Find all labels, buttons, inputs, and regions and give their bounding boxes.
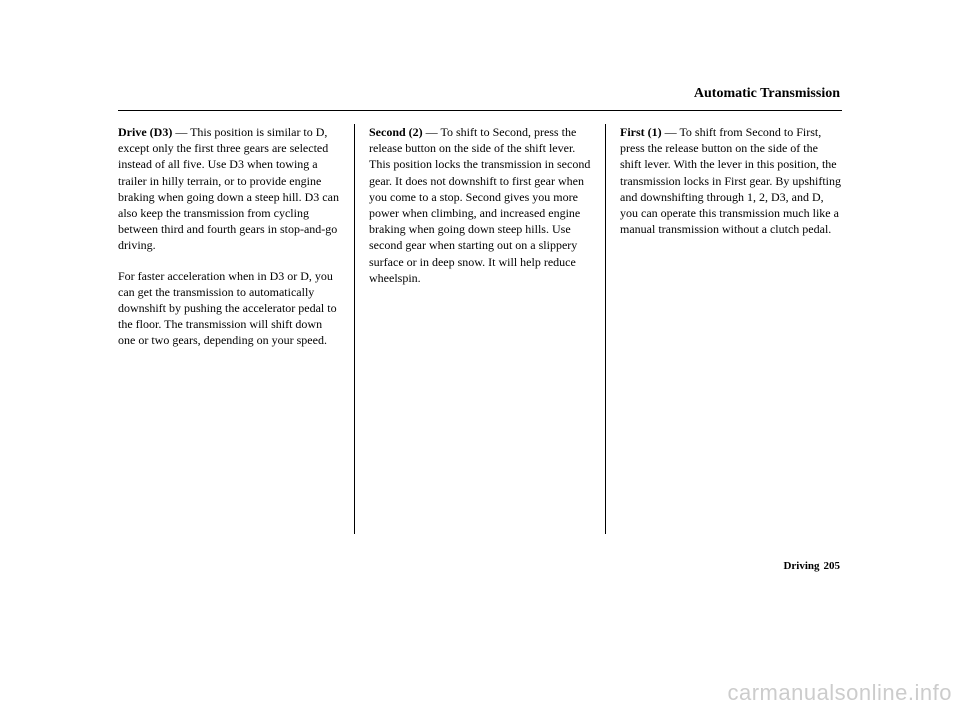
para-text: — To shift from Second to First, press t…	[620, 125, 841, 236]
page-footer: Driving 205	[783, 560, 840, 572]
paragraph: Drive (D3) — This position is similar to…	[118, 124, 340, 254]
watermark: carmanualsonline.info	[727, 680, 952, 706]
para-text: — This position is similar to D, except …	[118, 125, 339, 252]
para-text: — To shift to Second, press the release …	[369, 125, 590, 285]
lead-bold: First (1)	[620, 125, 662, 139]
column-body: Drive (D3) — This position is similar to…	[118, 124, 340, 534]
lead-bold: Second (2)	[369, 125, 423, 139]
paragraph: First (1) — To shift from Second to Firs…	[620, 124, 842, 237]
paragraph: Second (2) — To shift to Second, press t…	[369, 124, 591, 286]
column-3: First (1) — To shift from Second to Firs…	[606, 124, 842, 534]
page-title: Automatic Transmission	[694, 86, 840, 102]
column-body: First (1) — To shift from Second to Firs…	[620, 124, 842, 534]
page: Automatic Transmission Drive (D3) — This…	[0, 0, 960, 714]
column-body: Second (2) — To shift to Second, press t…	[369, 124, 591, 534]
footer-label: Driving	[783, 560, 819, 572]
column-2: Second (2) — To shift to Second, press t…	[355, 124, 606, 534]
horizontal-rule	[118, 110, 842, 111]
page-number: 205	[824, 560, 841, 572]
columns: Drive (D3) — This position is similar to…	[118, 124, 842, 534]
column-1: Drive (D3) — This position is similar to…	[118, 124, 355, 534]
paragraph: For faster acceleration when in D3 or D,…	[118, 268, 340, 349]
lead-bold: Drive (D3)	[118, 125, 172, 139]
